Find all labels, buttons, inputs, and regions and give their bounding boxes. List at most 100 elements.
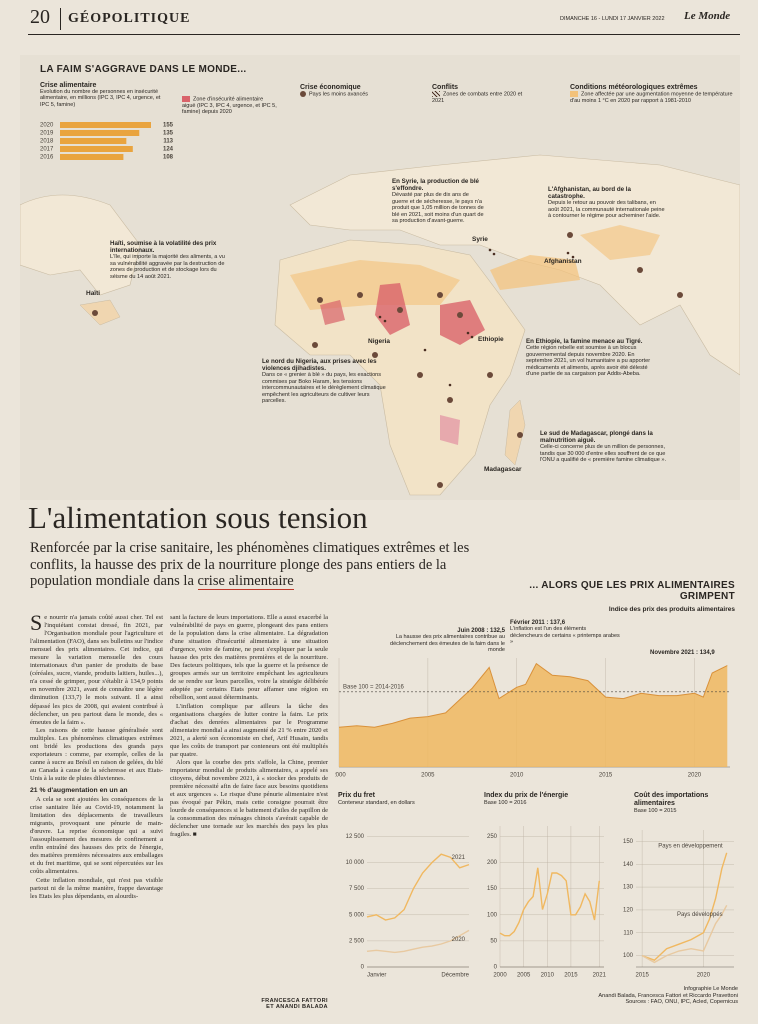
callout-text: Celle-ci concerne plus de un million de … — [540, 444, 667, 463]
author: ET ANANDI BALADA — [266, 1004, 328, 1010]
place-label: Syrie — [472, 236, 488, 243]
callout-title: En Syrie, la production de blé s'effondr… — [392, 178, 479, 192]
chart-subtitle: Evolution du nombre de personnes en insé… — [40, 89, 161, 108]
byline: FRANCESCA FATTORI ET ANANDI BALADA — [170, 998, 328, 1010]
ldc-dot — [312, 342, 318, 348]
paragraph: Cette inflation mondiale, qui n'est pas … — [30, 876, 163, 900]
y-tick-label: 2 500 — [349, 938, 365, 944]
food-zone — [440, 415, 460, 445]
y-tick-label: 0 — [494, 965, 498, 971]
swatch — [182, 96, 190, 102]
conflict-dot — [448, 383, 452, 387]
author: FRANCESCA FATTORI — [261, 998, 328, 1004]
place-label: Madagascar — [484, 466, 522, 473]
callout-title: En Ethiopie, la famine menace au Tigré. — [526, 338, 643, 345]
x-tick-label: Décembre — [441, 973, 469, 979]
chart-subtitle: Indice des prix des produits alimentaire… — [608, 606, 735, 613]
paragraph: L'inflation complique par ailleurs la tâ… — [170, 702, 328, 758]
article-column-1: Se nourrir n'a jamais coûté aussi cher. … — [30, 614, 163, 1014]
ldc-dot — [317, 297, 323, 303]
chart-title: Prix du fret — [338, 792, 375, 799]
x-tick-label: 2015 — [635, 973, 649, 979]
annotation-text: La hausse des prix alimentaires contribu… — [390, 634, 505, 653]
place-label: Haïti — [86, 290, 101, 297]
food-crisis-bars: 2020 155 2019 135 2018 113 2017 124 2016 108 — [40, 122, 174, 161]
bar — [60, 146, 133, 152]
chart-heading: Prix du fret Conteneur standard, en dolla… — [338, 792, 468, 806]
section-name: GÉOPOLITIQUE — [68, 11, 191, 26]
legend-weather: Conditions météorologiques extrêmes Zone… — [570, 84, 735, 104]
conflict-markers — [378, 248, 575, 387]
callout-text: Depuis le retour au pouvoir des talibans… — [548, 200, 665, 219]
x-tick-label: 2000 — [335, 773, 346, 779]
chart-heading: Index du prix de l'énergie Base 100 = 201… — [484, 792, 609, 806]
credit: Sources : FAO, ONU, IPC, Acled, Copernic… — [625, 999, 738, 1006]
map-title: LA FAIM S'AGGRAVE DANS LE MONDE... — [40, 64, 247, 75]
madagascar-shape — [504, 399, 526, 466]
standfirst: Renforcée par la crise sanitaire, les ph… — [30, 540, 500, 590]
callout-madagascar: Le sud de Madagascar, plongé dans la mal… — [540, 430, 668, 464]
callout-title: Le nord du Nigeria, aux prises avec les … — [262, 358, 377, 372]
paragraph: sant la facture de leurs importations. E… — [170, 614, 328, 702]
legend-title: Conflits — [432, 84, 459, 91]
swatch — [570, 91, 578, 97]
reference-label: Base 100 = 2014-2016 — [343, 684, 405, 690]
masthead: Le Monde — [684, 10, 731, 22]
series-label: Pays en développement — [658, 843, 723, 849]
chart-title: Index du prix de l'énergie — [484, 792, 569, 799]
x-tick-label: 2010 — [510, 773, 524, 779]
y-tick-label: 100 — [487, 912, 498, 918]
chart-title: Coût des importations alimentaires — [634, 792, 709, 807]
x-tick-label: Janvier — [367, 973, 386, 979]
y-tick-label: 12 500 — [346, 834, 365, 840]
category-label: 2019 — [40, 131, 54, 137]
conflict-dot — [492, 252, 496, 256]
standfirst-text: Renforcée par la crise sanitaire, les ph… — [30, 540, 470, 589]
ldc-dot — [437, 482, 443, 488]
annotation-label: Novembre 2021 : 134,9 — [650, 650, 715, 656]
americas — [20, 194, 141, 296]
bar — [60, 122, 151, 128]
x-tick-label: 2010 — [541, 973, 555, 979]
y-tick-label: 250 — [487, 834, 498, 840]
callout-haiti: Haïti, soumise à la volatilité des prix … — [110, 240, 230, 280]
series-label: 2020 — [452, 937, 466, 943]
bar — [60, 130, 140, 136]
x-tick-label: 2020 — [697, 973, 711, 979]
callout-syria: En Syrie, la production de blé s'effondr… — [392, 178, 484, 225]
food-zone — [320, 300, 345, 325]
header-rule — [28, 34, 740, 35]
food-price-chart: 2000 2005 2010 2015 2020 Base 100 = 2014-2016 — [335, 658, 730, 779]
imports-chart: 100 110 120 130 140 150 2015 2020 Pays en dévelo… — [623, 830, 734, 979]
category-label: 2018 — [40, 139, 54, 145]
legend-text: Zone affectée par une augmentation moyen… — [570, 91, 733, 104]
y-tick-label: 150 — [487, 886, 498, 892]
ldc-dot — [447, 397, 453, 403]
callout-title: Le sud de Madagascar, plongé dans la mal… — [540, 430, 653, 444]
category-label: 2017 — [40, 147, 54, 153]
value-label: 155 — [163, 123, 174, 129]
ldc-dot — [637, 267, 643, 273]
series-label: Pays développés — [677, 912, 723, 918]
legend-text: Pays les moins avancés — [309, 91, 368, 98]
x-tick-label: 2005 — [517, 973, 531, 979]
ldc-dot — [397, 307, 403, 313]
value-label: 124 — [163, 147, 174, 153]
page-number: 20 — [30, 6, 50, 28]
credits: Infographie Le Monde Anandi Balada, Fran… — [598, 986, 738, 1006]
ldc-dot — [457, 312, 463, 318]
ldc-dot — [517, 432, 523, 438]
conflict-dot — [488, 248, 492, 252]
ldc-dot — [437, 292, 443, 298]
credit: Infographie Le Monde — [683, 986, 738, 992]
annotation: Juin 2008 : 132,5 La hausse des prix alim… — [385, 628, 505, 653]
x-tick-label: 2000 — [493, 973, 507, 979]
eurasia — [289, 154, 740, 376]
heat-zone — [490, 255, 580, 290]
legend-text: Zones de combats entre 2020 et 2021 — [432, 91, 523, 104]
x-tick-label: 2015 — [564, 973, 578, 979]
place-label: Nigeria — [368, 338, 391, 345]
chart-heading: Coût des importations alimentaires Base 1… — [634, 792, 739, 814]
